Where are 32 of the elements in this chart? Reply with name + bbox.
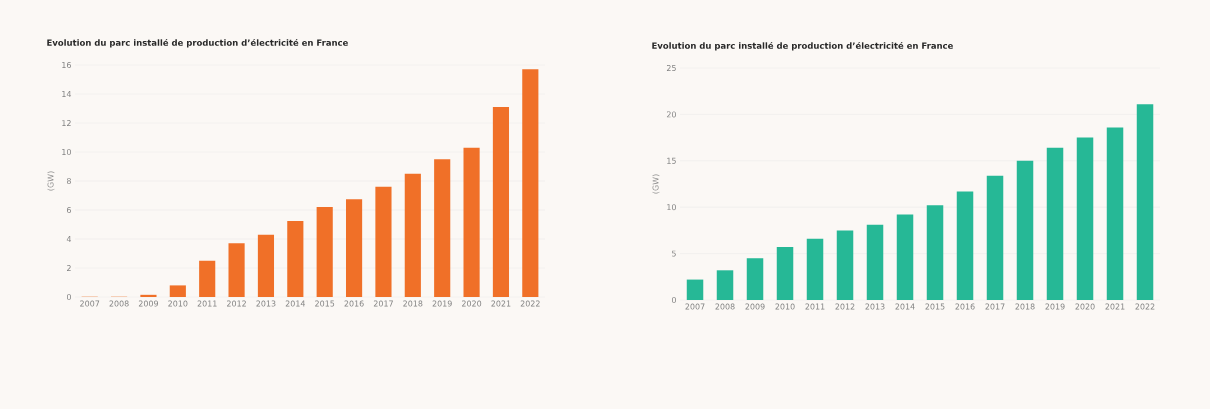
bar <box>522 69 539 297</box>
bar <box>866 224 884 300</box>
bar <box>404 173 421 297</box>
bar <box>257 234 275 297</box>
bar <box>316 207 333 297</box>
bar <box>375 186 392 297</box>
bar <box>1106 127 1124 300</box>
bar <box>287 220 304 297</box>
chart-title: Evolution du parc installé de production d’électricité en France <box>652 41 953 51</box>
bar <box>806 238 824 300</box>
bar <box>1016 160 1034 300</box>
bar <box>836 230 854 300</box>
chart-title: Evolution du parc installé de production d’électricité en France <box>47 38 348 48</box>
bar <box>926 205 944 300</box>
bar <box>686 279 704 300</box>
bar <box>1076 137 1094 300</box>
bar <box>776 247 794 300</box>
bar <box>896 214 914 300</box>
bar <box>956 191 974 300</box>
bar <box>1046 147 1064 300</box>
bar <box>716 270 734 300</box>
bar <box>199 260 216 297</box>
bar <box>463 147 480 297</box>
bar <box>169 285 186 297</box>
bar <box>345 199 363 297</box>
bar <box>492 107 510 297</box>
bar <box>228 243 245 297</box>
bar <box>140 294 157 297</box>
bar <box>1136 104 1154 300</box>
bar <box>746 258 764 300</box>
bar <box>434 159 451 297</box>
bar <box>986 175 1004 300</box>
